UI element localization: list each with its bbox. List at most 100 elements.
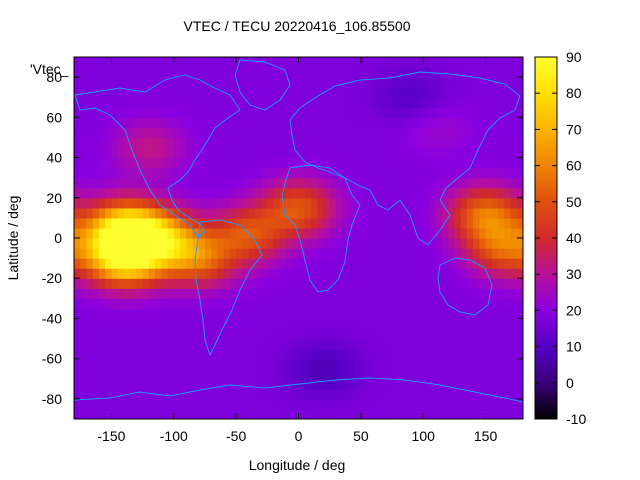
heatmap-cell (80, 388, 88, 400)
heatmap-cell (273, 157, 281, 169)
heatmap-cell (360, 197, 368, 209)
heatmap-cell (429, 268, 437, 279)
heatmap-cell (117, 87, 125, 98)
heatmap-cell (142, 227, 150, 239)
heatmap-cell (335, 258, 343, 269)
heatmap-cell (510, 298, 518, 309)
x-tick-label: 0 (295, 428, 303, 444)
heatmap-cell (217, 408, 225, 419)
heatmap-cell (130, 87, 137, 98)
heatmap-cell (155, 137, 162, 149)
heatmap-cell (223, 348, 231, 360)
heatmap-cell (448, 187, 456, 199)
heatmap-cell (429, 67, 437, 78)
heatmap-cell (123, 197, 131, 209)
heatmap-cell (348, 248, 356, 259)
heatmap-cell (416, 107, 424, 118)
heatmap-cell (329, 248, 337, 259)
heatmap-cell (435, 368, 443, 380)
heatmap-cell (292, 318, 300, 330)
heatmap-cell (429, 318, 437, 330)
colorbar-tick-label: 20 (566, 302, 582, 318)
heatmap-cell (186, 77, 194, 88)
heatmap-cell (298, 338, 306, 350)
heatmap-cell (410, 137, 418, 149)
heatmap-cell (254, 157, 262, 169)
heatmap-cell (173, 137, 181, 149)
heatmap-cell (267, 408, 275, 419)
heatmap-cell (155, 117, 162, 128)
heatmap-cell (491, 127, 499, 139)
heatmap-cell (248, 288, 256, 299)
heatmap-cell (329, 328, 337, 340)
heatmap-cell (441, 57, 449, 68)
heatmap-cell (192, 298, 200, 309)
heatmap-cell (516, 368, 523, 380)
heatmap-cell (136, 328, 144, 340)
heatmap-cell (429, 248, 437, 259)
heatmap-cell (479, 258, 487, 269)
heatmap-cell (86, 197, 94, 209)
heatmap-cell (385, 197, 393, 209)
heatmap-cell (198, 378, 206, 390)
heatmap-cell (173, 378, 181, 390)
heatmap-cell (441, 207, 449, 219)
heatmap-cell (385, 127, 393, 139)
heatmap-cell (130, 238, 137, 249)
heatmap-cell (304, 328, 312, 340)
heatmap-cell (416, 207, 424, 219)
heatmap-cell (379, 278, 387, 289)
heatmap-cell (242, 107, 250, 118)
heatmap-cell (211, 117, 219, 128)
heatmap-cell (304, 227, 312, 239)
heatmap-cell (479, 268, 487, 279)
heatmap-cell (516, 107, 523, 118)
heatmap-cell (155, 288, 162, 299)
heatmap-cell (473, 187, 480, 199)
heatmap-cell (267, 77, 275, 88)
heatmap-cell (180, 368, 187, 380)
heatmap-cell (304, 388, 312, 400)
heatmap-cell (186, 187, 194, 199)
heatmap-cell (117, 157, 125, 169)
heatmap-cell (254, 308, 262, 320)
heatmap-cell (348, 378, 356, 390)
heatmap-cell (416, 258, 424, 269)
heatmap-cell (198, 167, 206, 179)
heatmap-cell (335, 77, 343, 88)
heatmap-cell (416, 137, 424, 149)
heatmap-cell (310, 217, 318, 229)
heatmap-cell (211, 358, 219, 370)
heatmap-cell (229, 408, 237, 419)
heatmap-cell (117, 348, 125, 360)
heatmap-cell (292, 177, 300, 189)
heatmap-cell (223, 127, 231, 139)
heatmap-cell (217, 107, 225, 118)
heatmap-cell (435, 318, 443, 330)
heatmap-cell (155, 348, 162, 360)
heatmap-cell (148, 87, 156, 98)
coastline-antarctica (74, 377, 523, 403)
heatmap-cell (173, 67, 181, 78)
heatmap-cell (410, 378, 418, 390)
heatmap-cell (454, 248, 462, 259)
heatmap-cell (466, 348, 474, 360)
heatmap-cell (354, 67, 362, 78)
heatmap-cell (310, 187, 318, 199)
heatmap-cell (516, 57, 523, 68)
heatmap-cell (211, 308, 219, 320)
heatmap-cell (229, 298, 237, 309)
heatmap-cell (279, 358, 287, 370)
heatmap-cell (367, 278, 374, 289)
heatmap-cell (186, 87, 194, 98)
heatmap-cell (167, 398, 175, 410)
heatmap-cell (498, 197, 505, 209)
heatmap-cell (273, 127, 281, 139)
heatmap-cell (373, 348, 381, 360)
heatmap-cell (204, 238, 212, 249)
heatmap-cell (460, 57, 468, 68)
heatmap-cell (342, 167, 349, 179)
heatmap-cell (473, 268, 480, 279)
heatmap-cell (242, 248, 250, 259)
